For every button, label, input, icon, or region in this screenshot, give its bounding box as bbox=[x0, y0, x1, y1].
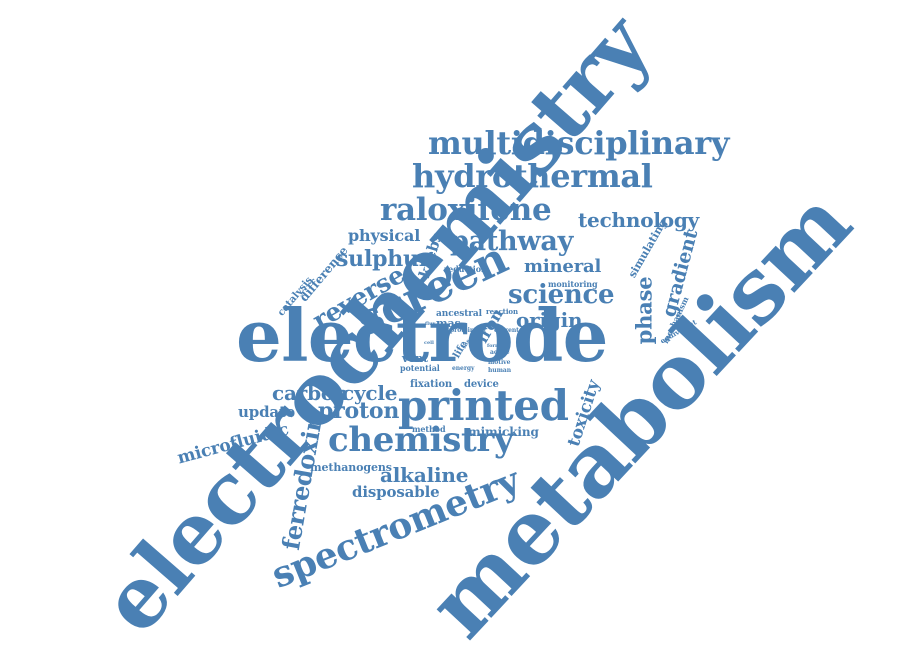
word-protein: protein bbox=[450, 327, 475, 334]
word-human: human bbox=[488, 367, 512, 374]
word-raloxifene: raloxifene bbox=[380, 192, 552, 228]
word-electrode: electrode bbox=[236, 293, 608, 378]
word-carbon: carbon bbox=[272, 381, 349, 405]
word-disposable: disposable bbox=[352, 483, 440, 501]
word-chemistry: chemistry bbox=[328, 420, 514, 460]
word-vent: vent bbox=[402, 352, 429, 365]
word-form: form bbox=[487, 343, 501, 349]
word-origin: origin bbox=[516, 308, 583, 332]
word-methanogens: methanogens bbox=[310, 461, 392, 474]
word-fixation: fixation bbox=[410, 379, 453, 390]
word-mineral: mineral bbox=[524, 256, 602, 277]
word-alkaline: alkaline bbox=[380, 463, 469, 487]
word-sulphur: sulphur bbox=[336, 246, 431, 272]
word-update: update bbox=[238, 403, 296, 421]
word-device: device bbox=[464, 379, 499, 390]
word-motive: motive bbox=[488, 359, 511, 366]
word-hydrothermal: hydrothermal bbox=[412, 157, 653, 195]
word-ancestral: ancestral bbox=[436, 309, 482, 319]
word-reduction: reduction bbox=[444, 264, 487, 274]
word-pathway: pathway bbox=[450, 226, 574, 257]
word-science: science bbox=[508, 280, 615, 310]
word-technology: technology bbox=[578, 208, 700, 232]
word-method: method bbox=[412, 424, 446, 434]
word-monitoring: monitoring bbox=[548, 279, 598, 289]
word-proton: proton bbox=[318, 398, 400, 424]
word-mimicking: mimicking bbox=[468, 425, 539, 439]
word-energy: energy bbox=[452, 365, 475, 372]
word-multidisciplinary: multidisciplinary bbox=[428, 124, 730, 162]
word-phase: phase bbox=[631, 276, 657, 345]
word-physical: physical bbox=[348, 226, 421, 245]
word-cycle: cycle bbox=[342, 381, 398, 405]
word-active: active bbox=[490, 349, 510, 356]
word-printed: printed bbox=[398, 381, 569, 430]
word-flux: flux bbox=[425, 321, 436, 327]
word-reaction: reaction bbox=[486, 307, 519, 316]
word-mas: mas bbox=[436, 317, 461, 330]
word-potential: potential bbox=[400, 363, 440, 373]
word-current: current bbox=[494, 327, 519, 334]
word-cell: cell bbox=[424, 340, 434, 346]
